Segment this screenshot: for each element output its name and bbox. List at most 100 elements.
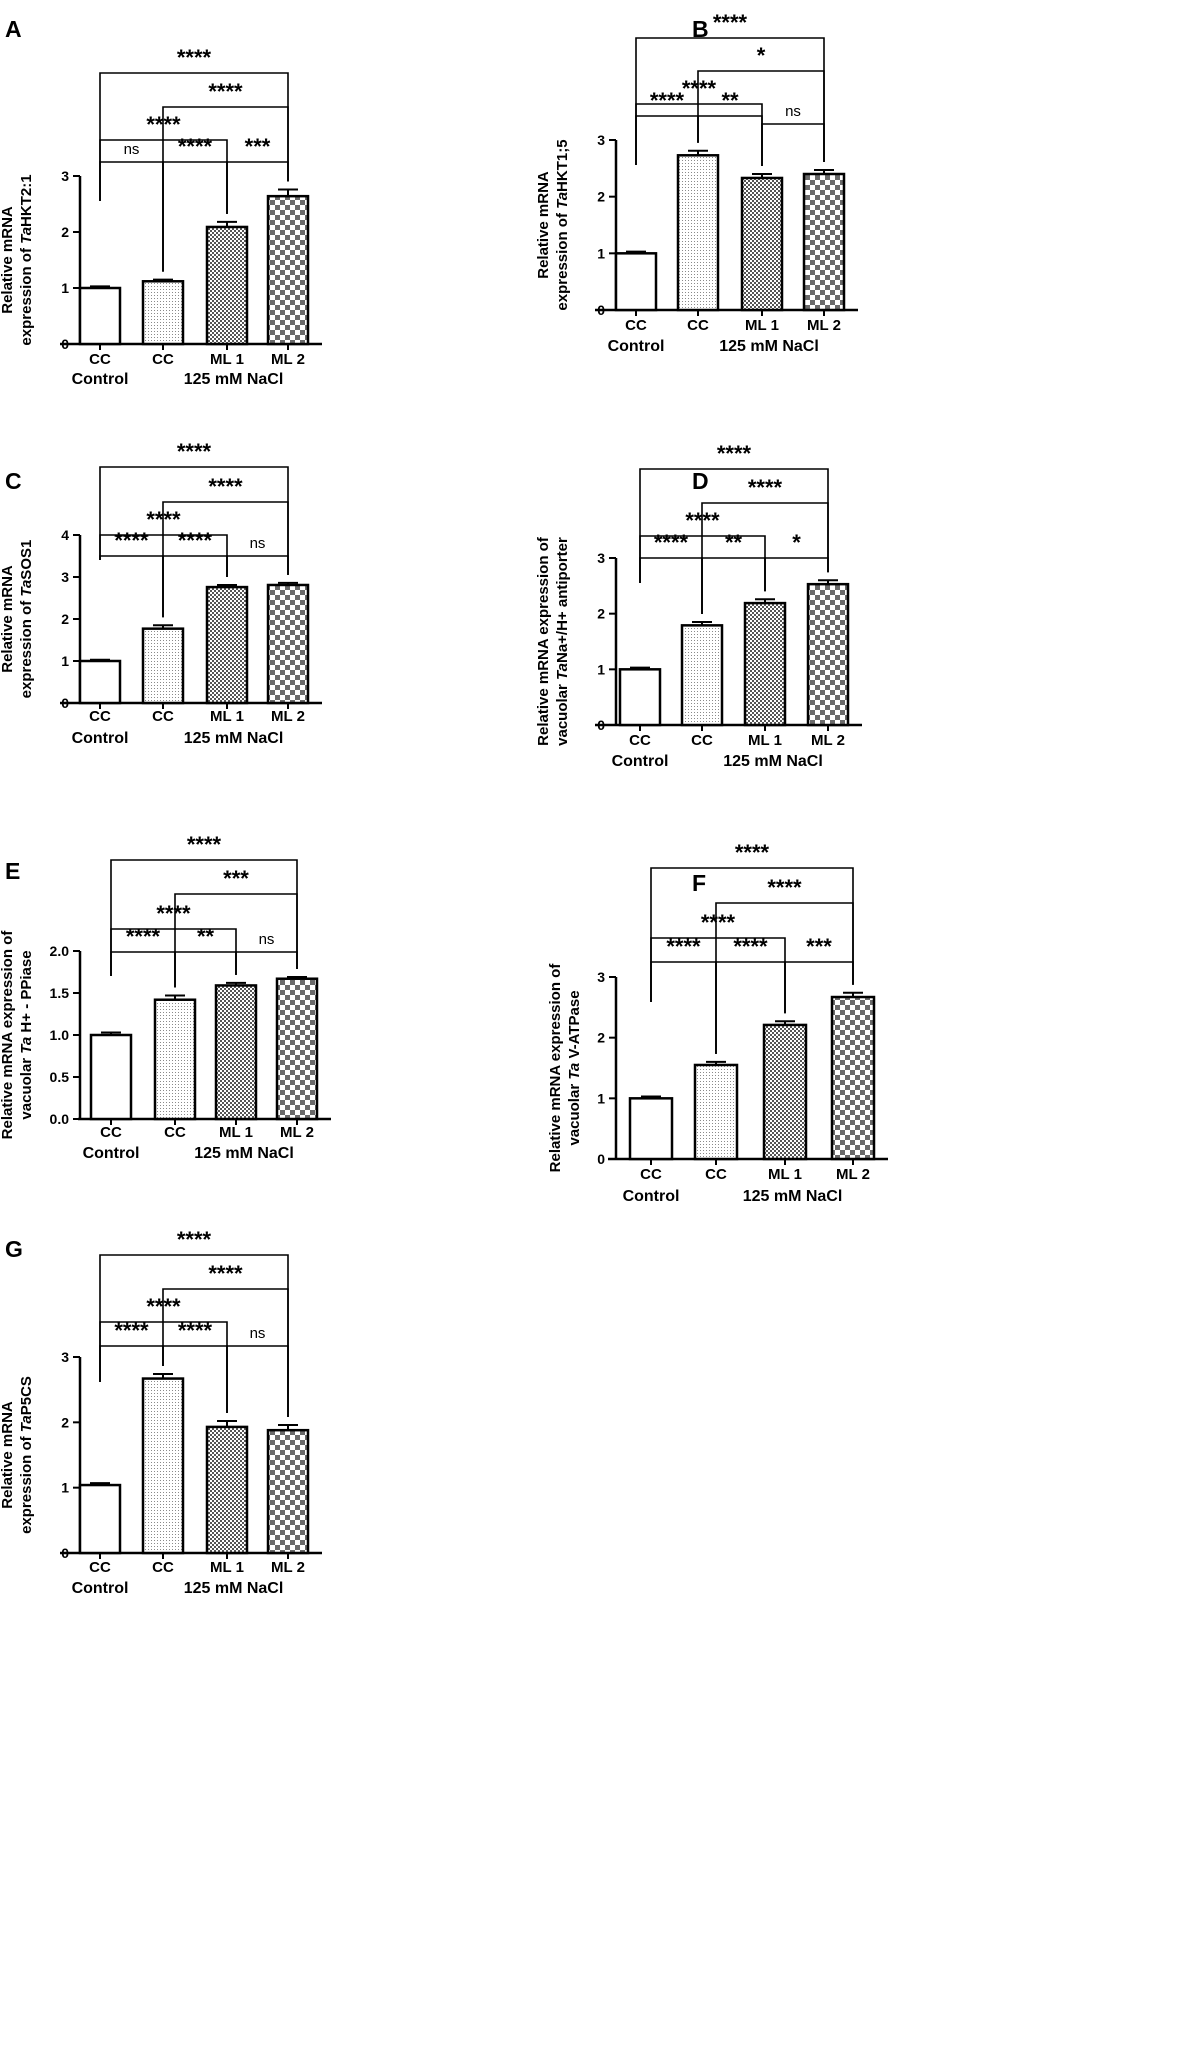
significance-label: **** [177, 439, 212, 464]
significance-label: ns [124, 141, 140, 158]
significance-label: **** [654, 530, 689, 555]
y-axis-label: Relative mRNA expression of vacuolar TaNa… [535, 536, 571, 746]
significance-bracket [99, 161, 164, 272]
significance-label: **** [748, 475, 783, 500]
significance-label: ns [785, 103, 801, 120]
x-tick-label: ML 2 [271, 351, 305, 368]
y-tick-label: 1 [597, 661, 605, 677]
group-label-control: Control [612, 753, 669, 770]
group-label-control: Control [72, 1580, 129, 1597]
y-axis-label-part: Ta [566, 1063, 583, 1080]
y-axis-label: Relative mRNA expression of TaHKT2:1 [0, 174, 35, 345]
x-tick-label: ML 2 [271, 708, 305, 725]
y-axis-label-part: SOS1 [18, 540, 35, 580]
group-label-salt: 125 mM NaCl [723, 753, 823, 770]
bar [141, 627, 185, 705]
bar [205, 585, 249, 705]
significance-bracket [226, 555, 289, 577]
y-axis-label: Relative mRNA expression of TaP5CS [0, 1376, 35, 1534]
significance-bracket [99, 466, 289, 575]
y-tick-label: 1 [597, 245, 605, 261]
x-tick-label: CC [629, 732, 651, 749]
bar [78, 659, 122, 705]
group-label-control: Control [608, 338, 665, 355]
y-axis-label-part: Ta [18, 580, 35, 597]
x-tick-label: ML 1 [748, 732, 782, 749]
y-axis-label-part: Ta [18, 1415, 35, 1432]
significance-bracket [99, 1345, 164, 1382]
bar [205, 225, 249, 346]
y-axis-label: Relative mRNA expression of TaHKT1;5 [535, 139, 571, 310]
significance-label: **** [156, 901, 191, 926]
y-tick-label: 2 [61, 1414, 69, 1430]
panel-letter: D [692, 468, 709, 494]
y-tick-label: 2 [597, 606, 605, 622]
significance-label: **** [713, 10, 748, 35]
bar [141, 280, 185, 346]
significance-bracket [764, 557, 829, 592]
significance-label: **** [650, 88, 685, 113]
bar [676, 154, 720, 312]
bar [266, 1428, 310, 1555]
y-axis-label-part: expression of [18, 244, 35, 346]
group-label-salt: 125 mM NaCl [743, 1188, 843, 1205]
y-tick-label: 2.0 [50, 943, 70, 959]
y-axis-label-part: V-ATPase [566, 990, 583, 1062]
bar [830, 995, 876, 1161]
x-tick-label: CC [100, 1124, 122, 1141]
panel-letter: E [5, 858, 20, 884]
bar [153, 998, 197, 1121]
bar [806, 582, 850, 727]
significance-label: *** [223, 866, 249, 891]
bar [89, 1033, 133, 1121]
x-tick-label: CC [89, 351, 111, 368]
bar [266, 583, 310, 705]
bar [205, 1425, 249, 1555]
x-tick-label: ML 2 [836, 1166, 870, 1183]
y-tick-label: 2 [61, 611, 69, 627]
significance-bracket [226, 1345, 289, 1417]
significance-label: ns [250, 1325, 266, 1342]
significance-bracket [697, 70, 825, 163]
significance-label: **** [701, 910, 736, 935]
significance-bracket [639, 468, 829, 583]
y-tick-label: 1.0 [50, 1027, 70, 1043]
x-tick-label: ML 2 [811, 732, 845, 749]
significance-label: **** [178, 528, 213, 553]
significance-bracket [784, 961, 854, 1014]
bar [628, 1097, 674, 1161]
y-axis-label-part: Relative mRNA [535, 171, 552, 279]
y-tick-label: 3 [61, 569, 69, 585]
x-tick-label: CC [705, 1166, 727, 1183]
bar [762, 1023, 808, 1161]
significance-label: **** [177, 45, 212, 70]
significance-label: **** [208, 474, 243, 499]
group-label-control: Control [72, 730, 129, 747]
y-tick-label: 1 [61, 1480, 69, 1496]
significance-label: **** [178, 134, 213, 159]
significance-label: **** [682, 76, 717, 101]
significance-bracket [110, 951, 176, 988]
significance-label: *** [245, 134, 271, 159]
y-tick-label: 2 [61, 224, 69, 240]
y-axis-label-part: HKT1;5 [554, 139, 571, 192]
y-tick-label: 3 [597, 969, 605, 985]
y-tick-label: 0.5 [50, 1069, 70, 1085]
y-axis-label-part: Relative mRNA expression of [547, 963, 564, 1173]
significance-label: **** [146, 507, 181, 532]
y-axis-label-part: Na+/H+ antiporter [554, 537, 571, 663]
x-tick-label: CC [691, 732, 713, 749]
panel-letter: A [5, 16, 22, 42]
significance-bracket [650, 961, 717, 1054]
y-tick-label: 2 [597, 1030, 605, 1046]
y-axis-label-part: H+ - PPiase [18, 950, 35, 1036]
significance-bracket [235, 951, 298, 975]
y-tick-label: 3 [597, 132, 605, 148]
significance-label: **** [735, 840, 770, 865]
y-tick-label: 1 [61, 653, 69, 669]
bar [141, 1377, 185, 1555]
significance-label: **** [733, 934, 768, 959]
